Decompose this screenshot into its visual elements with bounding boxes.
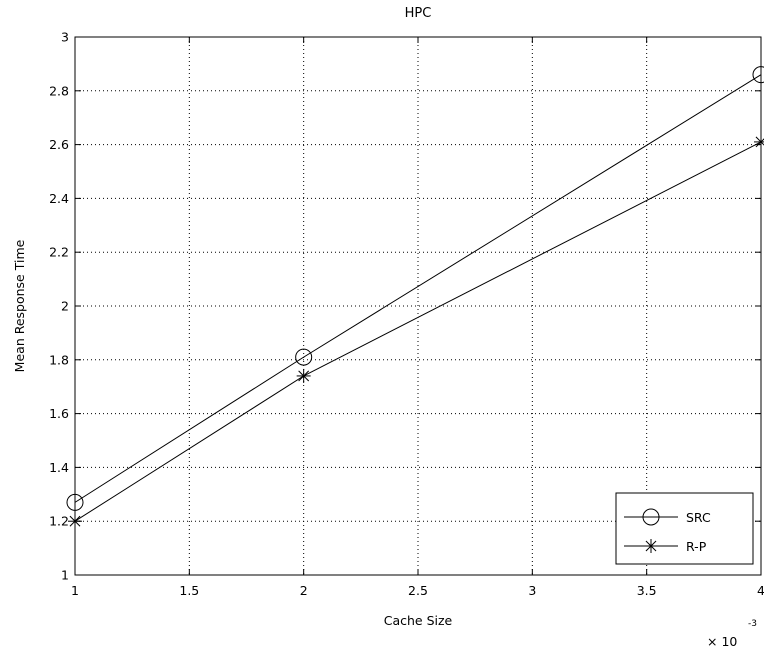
y-tick-label: 1.2 — [49, 514, 69, 529]
y-tick-label: 2.2 — [49, 245, 69, 260]
x-axis-label: Cache Size — [384, 613, 453, 628]
legend-item-src: SRC — [624, 508, 711, 526]
series-line — [74, 141, 762, 522]
x-tick-label: 3 — [528, 583, 536, 598]
x-axis-multiplier-exponent: -3 — [748, 619, 757, 629]
data-point — [66, 493, 84, 511]
x-tick-label: 1 — [71, 583, 79, 598]
series-line — [74, 74, 762, 503]
legend-box — [615, 492, 754, 565]
ticks: 1 1.5 2 2.5 3 3.5 4 1 1.2 1.4 1.6 1.8 2 2.2 2.4 2.6 2.8 3 — [49, 30, 764, 599]
grid — [75, 37, 761, 575]
legend-label: SRC — [686, 510, 711, 525]
y-tick-label: 2.8 — [49, 83, 69, 98]
y-tick-label: 1.8 — [49, 352, 69, 367]
legend-marker — [644, 539, 658, 553]
series-r-p — [68, 134, 764, 529]
series-src — [66, 66, 764, 511]
data-point — [754, 134, 764, 149]
y-tick-label: 3 — [61, 30, 69, 45]
legend: SRC R-P — [615, 492, 754, 565]
data-point — [295, 348, 313, 366]
legend-item-r-p: R-P — [624, 539, 707, 554]
x-tick-label: 2.5 — [408, 583, 428, 598]
y-axis-label: Mean Response Time — [12, 239, 27, 372]
legend-label: R-P — [686, 539, 707, 554]
data-point — [296, 368, 311, 383]
x-axis-multiplier: × 10 — [707, 634, 737, 649]
legend-marker — [642, 508, 660, 526]
series — [66, 66, 764, 529]
x-tick-label: 3.5 — [637, 583, 657, 598]
y-tick-label: 1.4 — [49, 460, 69, 475]
x-tick-label: 2 — [300, 583, 308, 598]
x-tick-label: 4 — [757, 583, 764, 598]
y-tick-label: 1.6 — [49, 406, 69, 421]
y-tick-label: 2.4 — [49, 191, 69, 206]
data-point — [752, 66, 764, 84]
y-tick-label: 2 — [61, 299, 69, 314]
y-tick-label: 2.6 — [49, 137, 69, 152]
data-point — [68, 514, 82, 529]
chart-title: HPC — [405, 6, 432, 21]
y-tick-label: 1 — [61, 568, 69, 583]
x-tick-label: 1.5 — [179, 583, 199, 598]
